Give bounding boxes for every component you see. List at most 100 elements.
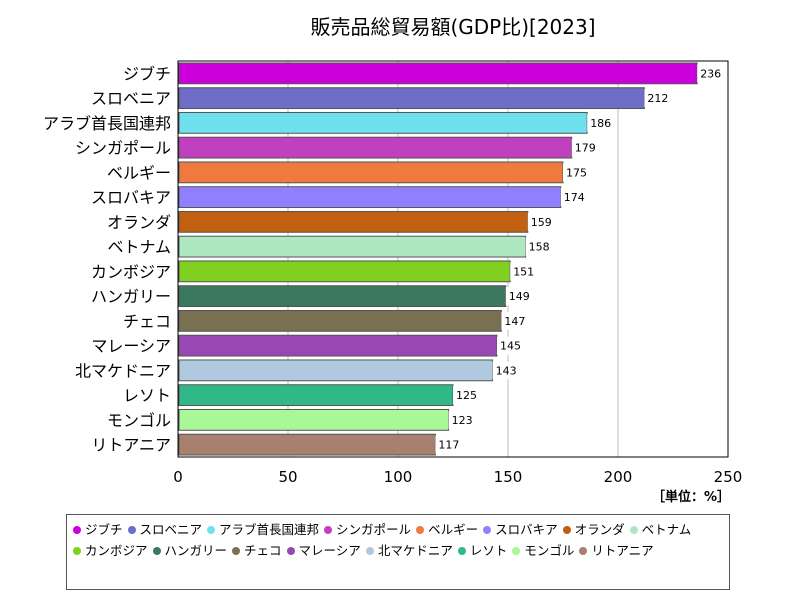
plot-area-frame (177, 60, 729, 458)
bar-0 (178, 62, 698, 85)
legend-label-14: モンゴル (524, 543, 575, 558)
legend-item-5: スロバキア (483, 519, 558, 540)
data-label-8: 151 (513, 265, 534, 278)
legend-label-2: アラブ首長国連邦 (219, 522, 320, 537)
data-label-bg-8 (510, 262, 538, 281)
legend-label-10: チェコ (244, 543, 282, 558)
legend-item-1: スロベニア (127, 519, 203, 540)
category-label-3: シンガポール (75, 139, 171, 158)
legend-item-4: ベルギー (416, 519, 478, 540)
data-label-7: 158 (529, 241, 550, 254)
legend-item-12: 北マケドニア (365, 540, 453, 561)
legend-marker-14 (512, 547, 521, 555)
data-label-bg-3 (571, 138, 599, 157)
category-label-5: スロバキア (91, 188, 171, 207)
data-label-bg-4 (563, 163, 590, 182)
legend-marker-6 (562, 526, 571, 534)
data-label-bg-11 (497, 336, 524, 355)
bar-8 (178, 260, 511, 283)
legend-label-1: スロベニア (139, 522, 203, 537)
legend-item-2: アラブ首長国連邦 (207, 519, 319, 540)
bars-group: 236 212 186 179 175 174 159 158 151 149 147 145 143 1… (178, 62, 725, 456)
x-tick-label-0: 0 (173, 468, 183, 486)
data-label-bg-13 (453, 386, 480, 405)
legend-label-11: マレーシア (298, 543, 361, 558)
legend-item-6: オランダ (562, 519, 625, 540)
bar-7 (178, 235, 527, 258)
category-label-0: ジブチ (123, 64, 171, 83)
legend-marker-2 (207, 526, 216, 534)
legend-item-11: マレーシア (286, 540, 361, 561)
x-tick-label-4: 200 (604, 468, 633, 486)
category-label-13: レソト (123, 386, 171, 405)
legend: ジブチ スロベニア アラブ首長国連邦 シンガポール ベルギー スロバキア オランダ ベトナムカ… (66, 514, 730, 590)
data-label-0: 236 (700, 67, 721, 80)
data-label-bg-2 (587, 113, 615, 132)
data-label-15: 117 (438, 439, 459, 452)
data-label-bg-1 (644, 89, 672, 108)
legend-marker-10 (232, 547, 241, 555)
data-label-bg-0 (697, 64, 725, 83)
bar-4 (178, 161, 564, 184)
category-label-10: チェコ (123, 312, 171, 331)
data-label-bg-10 (501, 311, 529, 330)
category-label-2: アラブ首長国連邦 (43, 114, 171, 133)
category-label-14: モンゴル (107, 411, 171, 430)
legend-item-0: ジブチ (73, 519, 123, 540)
unit-label: ［単位：%］ (651, 490, 730, 505)
legend-marker-13 (457, 547, 466, 555)
legend-marker-0 (73, 526, 81, 534)
bar-12 (178, 359, 494, 382)
x-tick-label-3: 150 (494, 468, 523, 486)
data-label-5: 174 (564, 191, 585, 204)
data-label-2: 186 (590, 117, 611, 130)
category-label-8: カンボジア (91, 262, 171, 281)
data-label-6: 159 (531, 216, 552, 229)
legend-item-8: カンボジア (73, 540, 148, 561)
data-label-bg-5 (560, 188, 588, 207)
category-label-12: 北マケドニア (75, 361, 171, 380)
legend-label-7: ベトナム (641, 522, 692, 537)
legend-label-0: ジブチ (85, 522, 123, 537)
legend-item-15: リトアニア (579, 540, 654, 561)
data-label-14: 123 (452, 414, 473, 427)
category-label-1: スロベニア (91, 89, 171, 108)
bar-14 (178, 408, 450, 431)
legend-item-3: シンガポール (324, 519, 411, 540)
legend-marker-8 (73, 547, 81, 555)
data-label-10: 147 (504, 315, 525, 328)
legend-marker-11 (286, 547, 295, 555)
bar-11 (178, 334, 498, 357)
x-tick-label-5: 250 (714, 468, 743, 486)
data-label-bg-7 (525, 237, 553, 256)
bar-9 (178, 285, 507, 308)
legend-marker-12 (365, 547, 374, 555)
legend-item-7: ベトナム (629, 519, 692, 540)
bar-3 (178, 136, 573, 159)
legend-marker-9 (152, 547, 161, 555)
legend-item-10: チェコ (232, 540, 282, 561)
legend-marker-7 (629, 526, 638, 534)
data-label-bg-6 (527, 212, 555, 231)
data-label-9: 149 (509, 290, 530, 303)
data-label-1: 212 (647, 92, 668, 105)
legend-label-15: リトアニア (591, 543, 654, 558)
legend-item-13: レソト (457, 540, 507, 561)
legend-label-4: ベルギー (428, 522, 479, 537)
category-label-6: オランダ (107, 213, 171, 232)
data-label-13: 125 (456, 389, 477, 402)
data-label-bg-15 (435, 435, 463, 454)
x-tick-label-1: 50 (278, 468, 297, 486)
bar-13 (178, 384, 454, 407)
legend-marker-4 (416, 526, 425, 534)
legend-marker-5 (483, 526, 492, 534)
category-label-4: ベルギー (107, 163, 171, 182)
legend-label-5: スロバキア (495, 522, 558, 537)
data-label-12: 143 (496, 364, 517, 377)
data-label-4: 175 (566, 166, 587, 179)
legend-marker-3 (324, 526, 333, 534)
legend-label-8: カンボジア (85, 543, 148, 558)
bar-1 (178, 87, 645, 110)
legend-marker-15 (579, 547, 588, 555)
